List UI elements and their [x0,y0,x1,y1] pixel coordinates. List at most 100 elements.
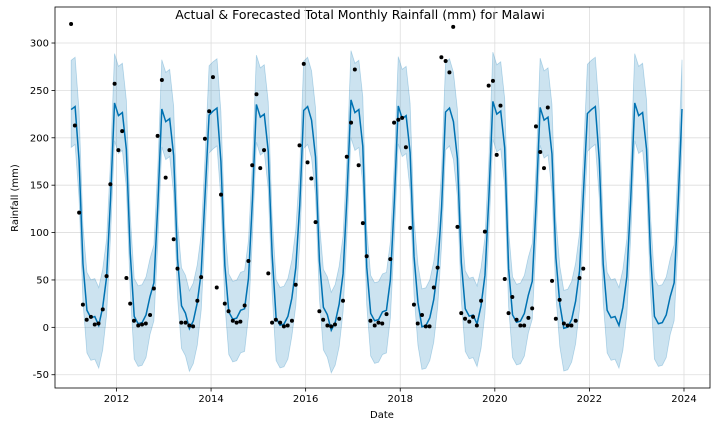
actual-point [352,67,357,72]
actual-point [112,81,117,86]
actual-point [242,303,247,308]
y-tick-label: 0 [43,323,49,334]
actual-point [557,297,562,302]
y-axis-ticks: -50 0 50 100 150 200 250 300 [30,39,55,381]
actual-point [474,323,479,328]
actual-point [155,133,160,138]
x-axis-label: Date [370,410,394,421]
actual-point [502,277,507,282]
actual-point [77,210,82,215]
actual-point [140,322,145,327]
y-axis-label: Rainfall (mm) [10,164,21,232]
actual-point [175,266,180,271]
actual-point [439,55,444,60]
actual-point [510,295,515,300]
actual-point [403,145,408,150]
actual-point [368,318,373,323]
forecast-line [70,99,683,333]
x-tick-label: 2016 [293,394,318,405]
actual-point [569,323,574,328]
actual-point [498,103,503,108]
actual-point [297,143,302,148]
actual-point [230,318,235,323]
actual-point [143,321,148,326]
x-tick-label: 2014 [198,394,223,405]
actual-point [293,282,298,287]
actual-point [96,321,101,326]
actual-point [447,70,452,75]
actual-point [482,229,487,234]
y-tick-label: 150 [30,181,49,192]
actual-point [72,123,77,128]
actual-point [163,175,168,180]
plot-frame [54,6,711,389]
actual-point [136,323,141,328]
actual-point [301,61,306,66]
actual-point [411,302,416,307]
actual-point [384,312,389,317]
actual-point [246,259,251,263]
x-tick-label: 2022 [577,394,602,405]
x-axis-ticks: 2012 2014 2016 2018 2020 2022 2024 [104,388,697,405]
actual-point [455,224,460,229]
actual-point [372,323,377,328]
actual-point [80,302,85,307]
actual-point [84,317,89,322]
actual-point [191,324,196,329]
actual-point [285,323,290,328]
actual-point [281,324,286,329]
actual-point [530,306,535,311]
actual-point [329,324,334,329]
actual-point [289,318,294,323]
actual-point [187,323,192,328]
actual-point [423,324,428,329]
actual-point [131,318,136,323]
actual-point [69,22,74,27]
actual-point [234,320,239,325]
actual-point [151,286,156,291]
actual-point [214,285,219,290]
actual-point [317,309,322,314]
actual-point [431,285,436,290]
actual-point [356,163,361,168]
actual-point [266,271,271,276]
actual-point [553,316,558,321]
y-tick-label: -50 [33,370,49,381]
x-tick-label: 2020 [482,394,507,405]
actual-point [408,225,413,230]
actual-point [459,311,464,316]
actual-point [321,317,326,322]
y-tick-label: 50 [36,275,49,286]
actual-point [222,301,227,306]
actual-point [104,274,109,279]
actual-point [219,192,223,197]
actual-point [207,109,212,114]
actual-point [108,182,113,187]
actual-point [199,275,204,280]
actual-point [183,320,188,325]
actual-point [100,307,105,312]
actual-point [128,301,133,306]
actual-point [542,166,546,171]
actual-point [435,265,440,270]
actual-point [148,313,153,318]
actual-point [344,154,349,159]
actual-point [471,314,476,319]
x-tick-label: 2018 [388,394,413,405]
actual-point [337,316,342,321]
actual-points [69,22,586,329]
forecast-series-line [70,99,683,333]
actual-point [238,319,243,324]
actual-point [305,160,310,165]
actual-point [92,322,97,327]
actual-point [332,322,337,327]
actual-point [565,323,570,328]
actual-point [278,320,283,325]
actual-point [360,221,365,226]
actual-point [116,148,121,153]
y-tick-label: 300 [30,39,49,50]
actual-point [270,320,275,325]
actual-point [341,298,346,303]
actual-point [396,117,401,122]
actual-point [490,78,495,83]
